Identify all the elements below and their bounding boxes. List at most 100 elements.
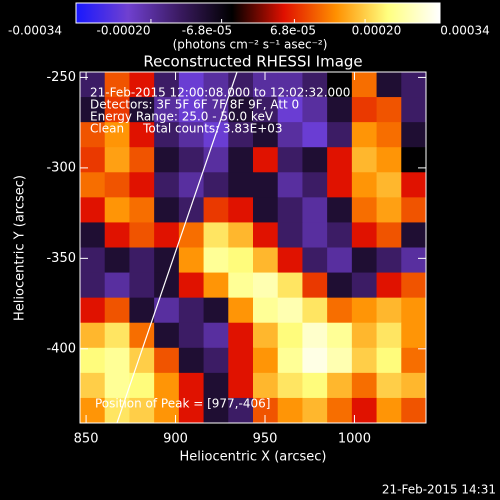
heatmap-cell bbox=[401, 247, 426, 274]
heatmap-cell bbox=[104, 272, 130, 299]
x-tick-label: 1000 bbox=[338, 432, 371, 447]
y-axis-label: Heliocentric Y (arcsec) bbox=[13, 175, 28, 321]
heatmap-cell bbox=[104, 122, 130, 148]
heatmap-cell bbox=[154, 322, 180, 349]
plot-frame bbox=[79, 71, 427, 424]
heatmap-cell bbox=[401, 372, 426, 399]
heatmap-cell bbox=[129, 72, 155, 98]
heatmap-cell bbox=[327, 272, 353, 299]
heatmap-cell bbox=[327, 172, 353, 198]
info-line: 21-Feb-2015 12:00:08.000 to 12:02:32.000 bbox=[90, 86, 350, 100]
heatmap-cell bbox=[154, 172, 180, 198]
colorbar bbox=[75, 2, 441, 24]
heatmap-cell bbox=[129, 247, 155, 274]
heatmap-cell bbox=[228, 147, 254, 173]
heatmap-cell bbox=[376, 72, 402, 98]
heatmap-cell bbox=[203, 72, 229, 98]
heatmap-cell bbox=[228, 397, 254, 423]
heatmap-cell bbox=[178, 272, 205, 299]
heatmap-cell bbox=[277, 397, 303, 423]
heatmap-cell bbox=[327, 247, 353, 274]
heatmap-cell bbox=[277, 197, 303, 223]
heatmap-cell bbox=[253, 397, 279, 423]
heatmap-cell bbox=[154, 147, 180, 173]
heatmap-cell bbox=[327, 122, 353, 148]
heatmap-cell bbox=[253, 122, 279, 148]
chart-title: Reconstructed RHESSI Image bbox=[143, 53, 362, 71]
heatmap-cell bbox=[203, 197, 229, 223]
heatmap-cell bbox=[178, 347, 205, 374]
heatmap-cell bbox=[178, 222, 205, 248]
heatmap-cell bbox=[401, 122, 426, 148]
heatmap-cell bbox=[327, 347, 353, 374]
heatmap-cell bbox=[327, 222, 353, 248]
heatmap-cell bbox=[80, 247, 106, 274]
heatmap-cell bbox=[327, 197, 353, 223]
heatmap-cell bbox=[327, 372, 353, 399]
heatmap-cell bbox=[203, 347, 229, 374]
x-axis-label: Heliocentric X (arcsec) bbox=[180, 450, 327, 465]
x-tick-label: 950 bbox=[253, 432, 278, 447]
heatmap-cell bbox=[253, 72, 279, 98]
heatmap-cell bbox=[401, 197, 426, 223]
heatmap-cell bbox=[401, 147, 426, 173]
heatmap-cell bbox=[80, 197, 106, 223]
info-line: Energy Range: 25.0 - 50.0 keV bbox=[90, 110, 274, 124]
heatmap-cell bbox=[401, 172, 426, 198]
heatmap-cell bbox=[129, 97, 155, 123]
heatmap-cell bbox=[129, 147, 155, 173]
heatmap-cell bbox=[277, 122, 303, 148]
heatmap-cell bbox=[80, 172, 106, 198]
heatmap-cell bbox=[401, 222, 426, 248]
heatmap-cell bbox=[351, 272, 378, 299]
heatmap-cell bbox=[302, 197, 328, 223]
heatmap-cell bbox=[253, 322, 279, 349]
heatmap-cell bbox=[327, 97, 353, 123]
heatmap-cell bbox=[80, 322, 106, 349]
heatmap-cell bbox=[104, 372, 130, 399]
heatmap-cell bbox=[178, 247, 205, 274]
heatmap-cell bbox=[302, 172, 328, 198]
heatmap-cell bbox=[228, 122, 254, 148]
heatmap-cell bbox=[80, 97, 106, 123]
heatmap-cell bbox=[154, 372, 180, 399]
heatmap-cell bbox=[80, 297, 106, 324]
y-tick-label: -350 bbox=[46, 251, 76, 266]
heatmap-cell bbox=[302, 147, 328, 173]
heatmap-cell bbox=[80, 222, 106, 248]
heatmap-cell bbox=[129, 122, 155, 148]
heatmap-cell bbox=[401, 347, 426, 374]
heatmap-cell bbox=[327, 297, 353, 324]
heatmap-cell bbox=[327, 147, 353, 173]
colorbar-tick-label: 0.00034 bbox=[440, 24, 490, 38]
heatmap-cell bbox=[376, 397, 402, 423]
heatmap-cell bbox=[104, 222, 130, 248]
heatmap-cell bbox=[203, 322, 229, 349]
heatmap-cell bbox=[178, 147, 205, 173]
heatmap-cell bbox=[351, 172, 378, 198]
heatmap-cell bbox=[129, 397, 155, 423]
heatmap-cell bbox=[203, 297, 229, 324]
heatmap-cell bbox=[80, 372, 106, 399]
heatmap-cell bbox=[376, 147, 402, 173]
heatmap-cell bbox=[376, 247, 402, 274]
heatmap-cell bbox=[228, 172, 254, 198]
heatmap-cell bbox=[376, 197, 402, 223]
heatmap-cell bbox=[351, 222, 378, 248]
heatmap-cell bbox=[327, 72, 353, 98]
heatmap-cell bbox=[129, 197, 155, 223]
heatmap-cell bbox=[302, 347, 328, 374]
y-tick-label: -300 bbox=[46, 160, 76, 175]
heatmap-cell bbox=[129, 347, 155, 374]
heatmap-cell bbox=[302, 72, 328, 98]
heatmap-cell bbox=[80, 397, 106, 423]
heatmap-cell bbox=[178, 397, 205, 423]
heatmap-cell bbox=[203, 372, 229, 399]
heatmap-cell bbox=[302, 372, 328, 399]
heatmap-cell bbox=[351, 247, 378, 274]
x-tick-label: 900 bbox=[163, 432, 188, 447]
heatmap-cell bbox=[327, 322, 353, 349]
heatmap-cell bbox=[351, 322, 378, 349]
info-line: Detectors: 3F 5F 6F 7F 8F 9F, Att 0 bbox=[90, 98, 299, 112]
heatmap-cell bbox=[401, 72, 426, 98]
